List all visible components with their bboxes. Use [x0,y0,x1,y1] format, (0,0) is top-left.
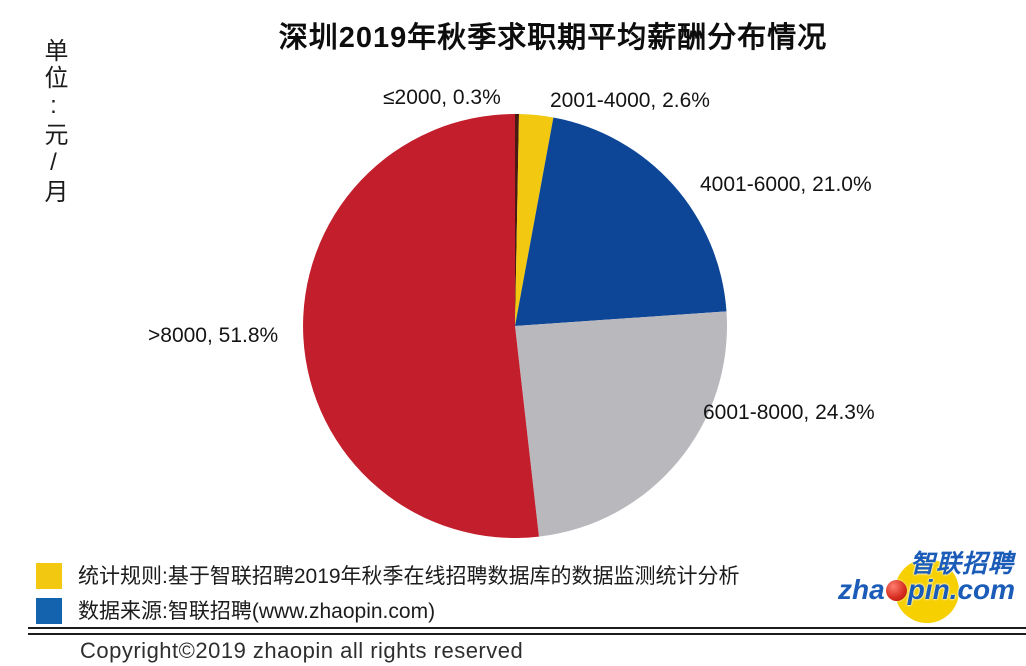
pie-slice-2001-4000 [515,114,554,326]
legend-swatch-blue [36,598,62,624]
unit-label: 单位:元/月 [40,38,67,206]
logo-domain-prefix: zha [838,574,885,605]
pie-slice-4001-6000 [515,117,727,326]
pie-label-6001-8000: 6001-8000, 24.3% [703,401,875,424]
logo-red-ball-icon [885,579,907,601]
pie-label-4001-6000: 4001-6000, 21.0% [700,173,872,196]
logo-domain-text: zha pin.com [838,574,1015,606]
pie-chart [302,113,728,539]
legend-text-source: 数据来源:智联招聘(www.zhaopin.com) [78,600,436,623]
pie-chart-svg [303,114,727,538]
pie-label-gt8000: >8000, 51.8% [148,324,279,347]
logo-chinese-name: 智联招聘 [910,550,1015,578]
legend-item-rules: 统计规则:基于智联招聘2019年秋季在线招聘数据库的数据监测统计分析 [36,563,740,590]
pie-slice-6001-8000 [515,311,727,537]
pie-slice->8000 [303,114,539,538]
pie-label-2001-4000: 2001-4000, 2.6% [550,89,710,112]
pie-slice-≤2000 [515,114,519,326]
legend-item-source: 数据来源:智联招聘(www.zhaopin.com) [36,598,435,625]
footer-divider [28,627,1026,635]
copyright-text: Copyright©2019 zhaopin all rights reserv… [80,638,524,663]
pie-label-le2000: ≤2000, 0.3% [383,86,501,109]
legend-text-rules: 统计规则:基于智联招聘2019年秋季在线招聘数据库的数据监测统计分析 [78,565,740,588]
logo-domain-suffix: pin.com [907,574,1016,605]
legend-swatch-yellow [36,563,62,589]
zhaopin-logo: 智联招聘 zha pin.com [838,543,1026,627]
page-title: 深圳2019年秋季求职期平均薪酬分布情况 [278,22,828,54]
